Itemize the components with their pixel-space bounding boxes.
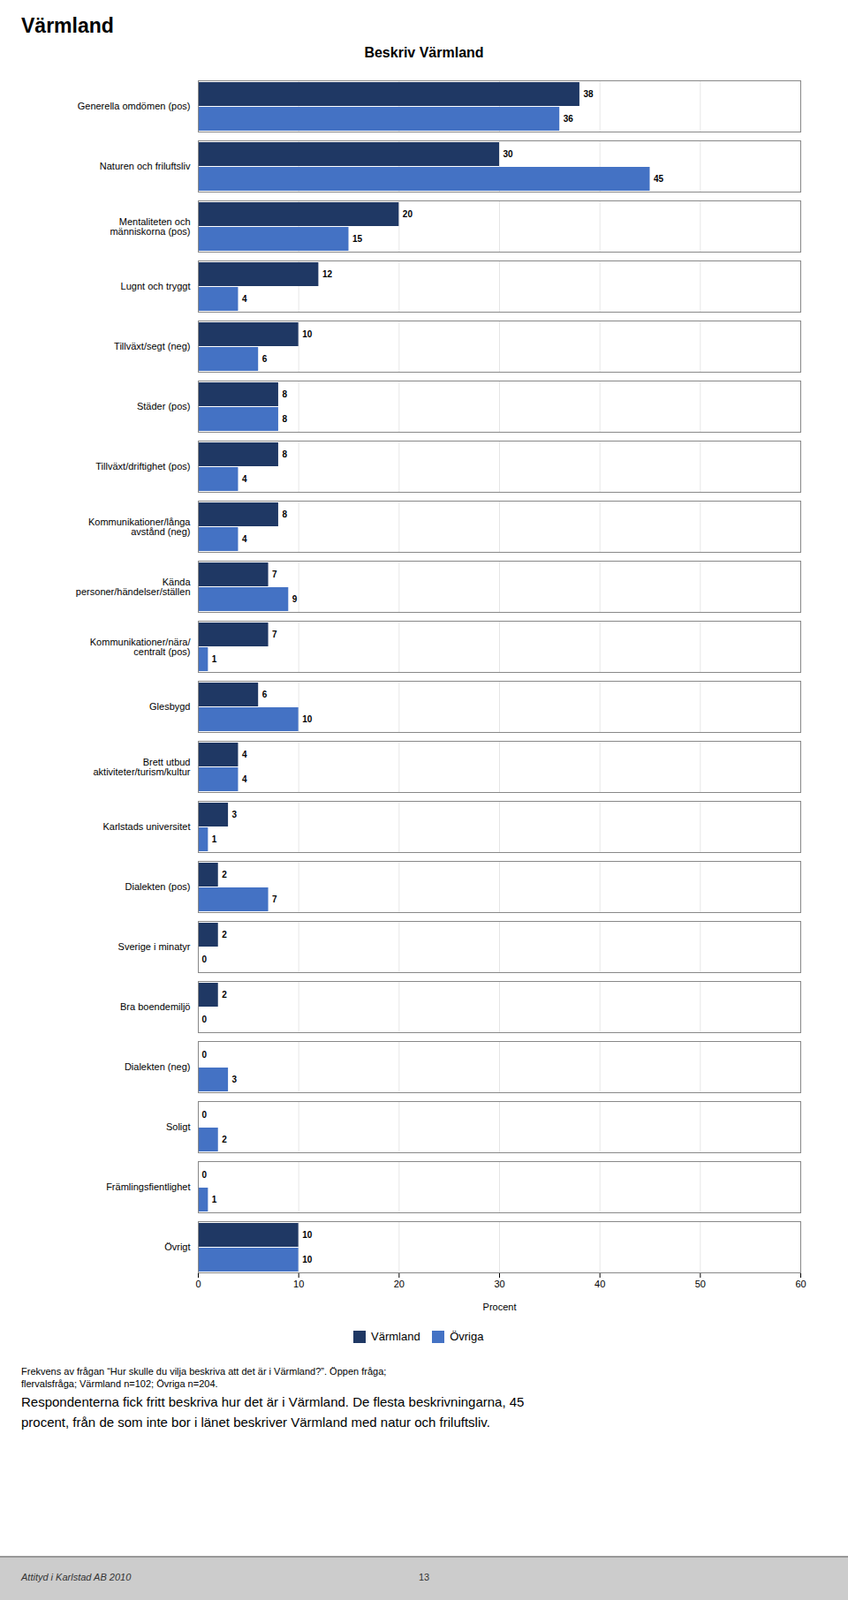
svg-text:50: 50 (695, 1279, 706, 1290)
svg-text:Städer (pos): Städer (pos) (136, 401, 191, 412)
svg-text:2: 2 (221, 930, 228, 940)
svg-text:4: 4 (242, 749, 248, 760)
svg-text:10: 10 (302, 714, 313, 725)
html-text:Respondenterna fick fritt besk: Respondenterna fick fritt beskriva hur d… (21, 1394, 525, 1410)
svg-text:0: 0 (202, 1014, 208, 1025)
svg-text:7: 7 (272, 894, 278, 905)
svg-text:10: 10 (302, 329, 313, 340)
svg-text:2: 2 (221, 870, 228, 880)
svg-text:Procent: Procent (483, 1302, 517, 1313)
svg-text:6: 6 (262, 689, 268, 700)
svg-text:30: 30 (503, 149, 515, 159)
svg-text:20: 20 (393, 1279, 405, 1290)
svg-text:8: 8 (281, 389, 288, 400)
svg-text:0: 0 (202, 954, 208, 965)
svg-text:4: 4 (242, 534, 248, 545)
html-text:Värmland: Värmland (21, 14, 114, 38)
svg-text:Kommunikationer/långaavstånd (: Kommunikationer/långaavstånd (neg) (88, 516, 191, 538)
svg-text:Naturen och friluftsliv: Naturen och friluftsliv (99, 160, 191, 172)
html-text:Frekvens av frågan “Hur skulle: Frekvens av frågan “Hur skulle du vilja … (21, 1366, 387, 1377)
svg-text:10: 10 (302, 1230, 313, 1241)
html-text:Övriga: Övriga (449, 1330, 484, 1344)
svg-text:Mentaliteten ochmänniskorna (p: Mentaliteten ochmänniskorna (pos) (109, 216, 190, 237)
svg-text:4: 4 (242, 294, 248, 304)
svg-text:Brett utbudaktiviteter/turism/: Brett utbudaktiviteter/turism/kultur (92, 757, 190, 778)
html-text:procent, från de som inte bor: procent, från de som inte bor i länet be… (21, 1414, 491, 1430)
svg-text:0: 0 (202, 1110, 208, 1121)
svg-text:Generella omdömen (pos): Generella omdömen (pos) (77, 100, 191, 112)
svg-text:2: 2 (221, 990, 228, 1000)
svg-text:Kändapersoner/händelser/ställe: Kändapersoner/händelser/ställen (75, 576, 192, 598)
svg-text:60: 60 (795, 1279, 806, 1290)
svg-text:Övrigt: Övrigt (164, 1241, 190, 1253)
svg-text:38: 38 (583, 89, 594, 99)
svg-text:Soligt: Soligt (166, 1121, 191, 1133)
svg-text:40: 40 (594, 1279, 606, 1290)
svg-text:4: 4 (242, 774, 248, 785)
svg-text:Främlingsfientlighet: Främlingsfientlighet (106, 1181, 190, 1193)
svg-text:15: 15 (352, 234, 364, 244)
svg-text:8: 8 (281, 414, 288, 424)
svg-text:10: 10 (302, 1255, 313, 1265)
svg-text:36: 36 (563, 113, 575, 124)
html-text:Beskriv Värmland: Beskriv Värmland (364, 45, 484, 61)
svg-text:3: 3 (232, 810, 238, 820)
svg-text:20: 20 (402, 209, 414, 220)
html-text:Attityd i Karlstad AB 2010: Attityd i Karlstad AB 2010 (21, 1572, 131, 1583)
svg-text:Kommunikationer/nära/centralt: Kommunikationer/nära/centralt (pos) (90, 636, 192, 658)
svg-text:Bra boendemiljö: Bra boendemiljö (120, 1001, 191, 1013)
svg-text:12: 12 (322, 269, 334, 280)
svg-text:Dialekten (neg): Dialekten (neg) (124, 1061, 191, 1073)
svg-text:10: 10 (293, 1279, 304, 1290)
svg-text:0: 0 (195, 1279, 201, 1290)
svg-text:Dialekten (pos): Dialekten (pos) (125, 881, 191, 893)
svg-text:Glesbygd: Glesbygd (149, 701, 190, 712)
svg-text:6: 6 (262, 354, 268, 364)
svg-text:1: 1 (212, 834, 218, 845)
svg-text:8: 8 (281, 509, 288, 520)
svg-text:30: 30 (493, 1279, 505, 1290)
svg-text:7: 7 (272, 569, 278, 580)
svg-text:Karlstads universitet: Karlstads universitet (102, 821, 190, 833)
html-text:Värmland: Värmland (371, 1330, 421, 1344)
svg-text:1: 1 (212, 654, 218, 665)
html-text:13: 13 (418, 1572, 430, 1583)
svg-text:Lugnt och tryggt: Lugnt och tryggt (121, 280, 191, 292)
svg-text:Tillväxt/driftighet (pos): Tillväxt/driftighet (pos) (95, 461, 190, 472)
html-text:flervalsfråga; Värmland n=102;: flervalsfråga; Värmland n=102; Övriga n=… (21, 1378, 218, 1390)
svg-text:7: 7 (272, 629, 278, 640)
svg-text:8: 8 (281, 449, 288, 460)
svg-text:0: 0 (202, 1050, 208, 1060)
svg-text:45: 45 (653, 174, 665, 184)
svg-text:4: 4 (242, 474, 248, 485)
svg-text:2: 2 (221, 1135, 228, 1145)
svg-text:9: 9 (292, 594, 298, 605)
svg-text:0: 0 (202, 1170, 208, 1181)
svg-text:Tillväxt/segt (neg): Tillväxt/segt (neg) (113, 340, 190, 352)
svg-text:Sverige i minatyr: Sverige i minatyr (118, 941, 191, 953)
svg-text:1: 1 (212, 1195, 218, 1205)
svg-text:3: 3 (232, 1075, 238, 1085)
